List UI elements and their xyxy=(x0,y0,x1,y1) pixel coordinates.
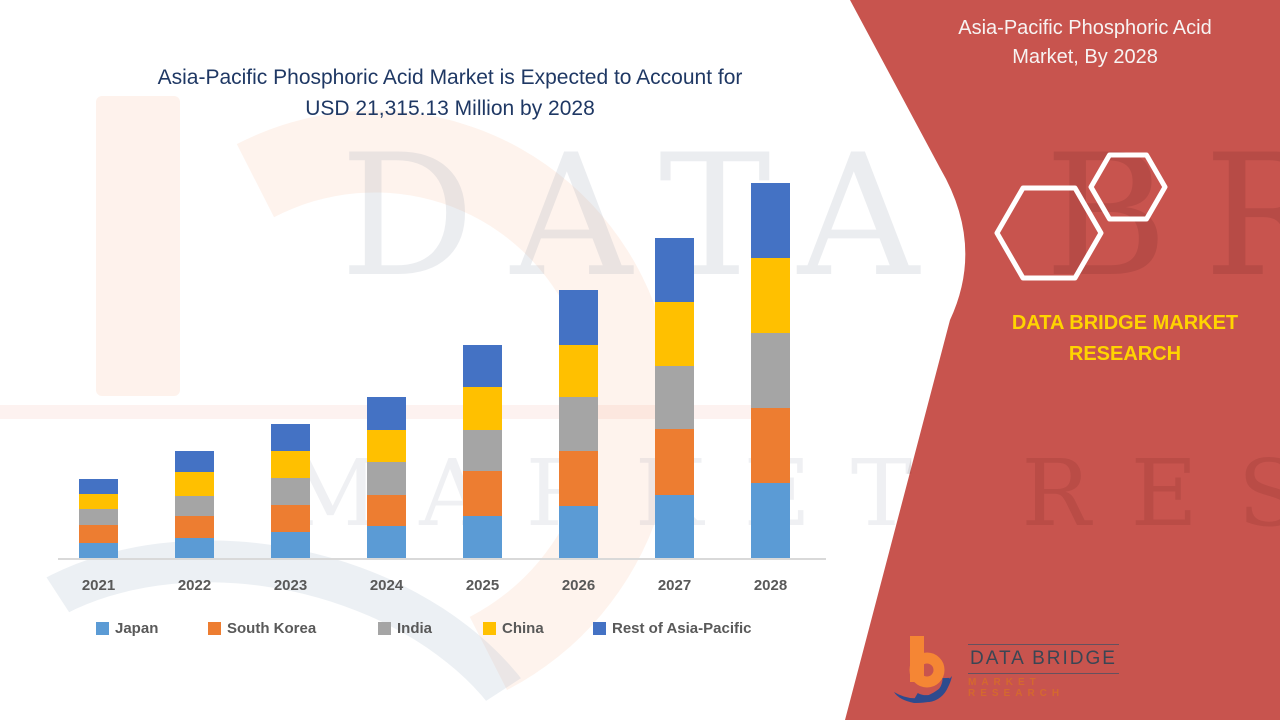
bar-2024 xyxy=(367,397,406,559)
bar-segment-south-korea xyxy=(271,504,310,532)
legend-label: China xyxy=(502,620,544,637)
x-axis-label-2028: 2028 xyxy=(753,577,788,594)
legend-swatch-rest-of-asia-pacific xyxy=(593,622,606,635)
logo-words: DATA BRIDGE MARKET RESEARCH xyxy=(968,644,1130,699)
bar-segment-rest-of-asia-pacific xyxy=(367,397,406,430)
bar-segment-india xyxy=(175,495,214,517)
bar-segment-south-korea xyxy=(655,429,694,495)
bar-segment-india xyxy=(79,509,118,526)
chart-title-line2: USD 21,315.13 Million by 2028 xyxy=(305,97,595,120)
bar-segment-china xyxy=(367,429,406,463)
bar-segment-south-korea xyxy=(367,494,406,527)
side-panel-title-line2: Market, By 2028 xyxy=(1012,46,1158,68)
bar-segment-india xyxy=(367,462,406,495)
logo-name: DATA BRIDGE xyxy=(968,644,1119,674)
brand-text-line1: DATA BRIDGE MARKET xyxy=(1011,312,1239,334)
data-bridge-b-swoosh-icon xyxy=(894,636,952,704)
bar-segment-china xyxy=(79,494,118,510)
bar-segment-rest-of-asia-pacific xyxy=(79,479,118,495)
bar-2025 xyxy=(463,344,502,559)
legend-swatch-japan xyxy=(96,622,109,635)
x-axis-label-2026: 2026 xyxy=(561,577,596,594)
bar-segment-china xyxy=(655,302,694,366)
bar-segment-rest-of-asia-pacific xyxy=(559,289,598,345)
bar-segment-rest-of-asia-pacific xyxy=(175,451,214,473)
bar-segment-japan xyxy=(463,516,502,559)
legend-item-india: India xyxy=(378,620,432,637)
legend-label: Rest of Asia-Pacific xyxy=(612,620,752,637)
bar-segment-rest-of-asia-pacific xyxy=(655,238,694,302)
bar-2023 xyxy=(271,424,310,559)
bar-segment-south-korea xyxy=(463,471,502,517)
x-axis-label-2022: 2022 xyxy=(177,577,212,594)
bar-segment-india xyxy=(271,478,310,505)
x-axis-label-2021: 2021 xyxy=(81,577,116,594)
bar-2021 xyxy=(79,479,118,559)
bar-segment-south-korea xyxy=(79,525,118,543)
bar-segment-india xyxy=(655,366,694,429)
bar-segment-india xyxy=(559,397,598,452)
x-axis-label-2024: 2024 xyxy=(369,577,404,594)
bar-segment-japan xyxy=(271,532,310,559)
x-axis-label-2027: 2027 xyxy=(657,577,692,594)
bar-segment-china xyxy=(463,387,502,431)
legend-item-rest-of-asia-pacific: Rest of Asia-Pacific xyxy=(593,620,752,637)
bar-2022 xyxy=(175,451,214,559)
x-axis-label-2023: 2023 xyxy=(273,577,308,594)
bar-segment-india xyxy=(463,430,502,472)
side-panel-title: Asia-Pacific Phosphoric Acid Market, By … xyxy=(920,14,1250,72)
logo-tagline: MARKET RESEARCH xyxy=(968,677,1065,699)
side-panel-title-line1: Asia-Pacific Phosphoric Acid xyxy=(958,17,1212,39)
bar-segment-rest-of-asia-pacific xyxy=(751,183,790,258)
bar-segment-south-korea xyxy=(751,408,790,483)
x-axis-line xyxy=(58,558,826,560)
bar-segment-south-korea xyxy=(559,451,598,506)
legend-swatch-india xyxy=(378,622,391,635)
legend-label: South Korea xyxy=(227,620,317,637)
bar-segment-japan xyxy=(367,526,406,559)
legend-swatch-china xyxy=(483,622,496,635)
legend-item-china: China xyxy=(483,620,544,637)
bar-segment-south-korea xyxy=(175,516,214,539)
legend-label: Japan xyxy=(115,620,159,637)
legend-label: India xyxy=(397,620,433,637)
brand-text: DATA BRIDGE MARKET RESEARCH xyxy=(960,308,1280,370)
x-axis-label-2025: 2025 xyxy=(465,577,500,594)
legend-item-japan: Japan xyxy=(96,620,158,637)
bar-segment-china xyxy=(751,258,790,333)
legend-item-south-korea: South Korea xyxy=(208,620,316,637)
chart-title-line1: Asia-Pacific Phosphoric Acid Market is E… xyxy=(157,66,743,89)
bar-segment-japan xyxy=(559,505,598,559)
brand-text-line2: RESEARCH xyxy=(1068,343,1182,365)
bar-2027 xyxy=(655,238,694,559)
bar-segment-rest-of-asia-pacific xyxy=(271,424,310,451)
bar-segment-china xyxy=(271,450,310,479)
watermark-logo-stem xyxy=(96,96,180,396)
bar-2028 xyxy=(751,183,790,559)
bar-segment-china xyxy=(175,472,214,496)
bar-segment-india xyxy=(751,333,790,408)
bar-segment-japan xyxy=(175,538,214,559)
bar-segment-china xyxy=(559,344,598,398)
chart-title: Asia-Pacific Phosphoric Acid Market is E… xyxy=(70,62,830,124)
bar-segment-japan xyxy=(751,483,790,559)
bar-2026 xyxy=(559,289,598,559)
bar-segment-japan xyxy=(79,542,118,559)
legend-swatch-south-korea xyxy=(208,622,221,635)
bar-segment-japan xyxy=(655,495,694,559)
company-logo: DATA BRIDGE MARKET RESEARCH xyxy=(890,634,1130,708)
bar-segment-rest-of-asia-pacific xyxy=(463,344,502,388)
